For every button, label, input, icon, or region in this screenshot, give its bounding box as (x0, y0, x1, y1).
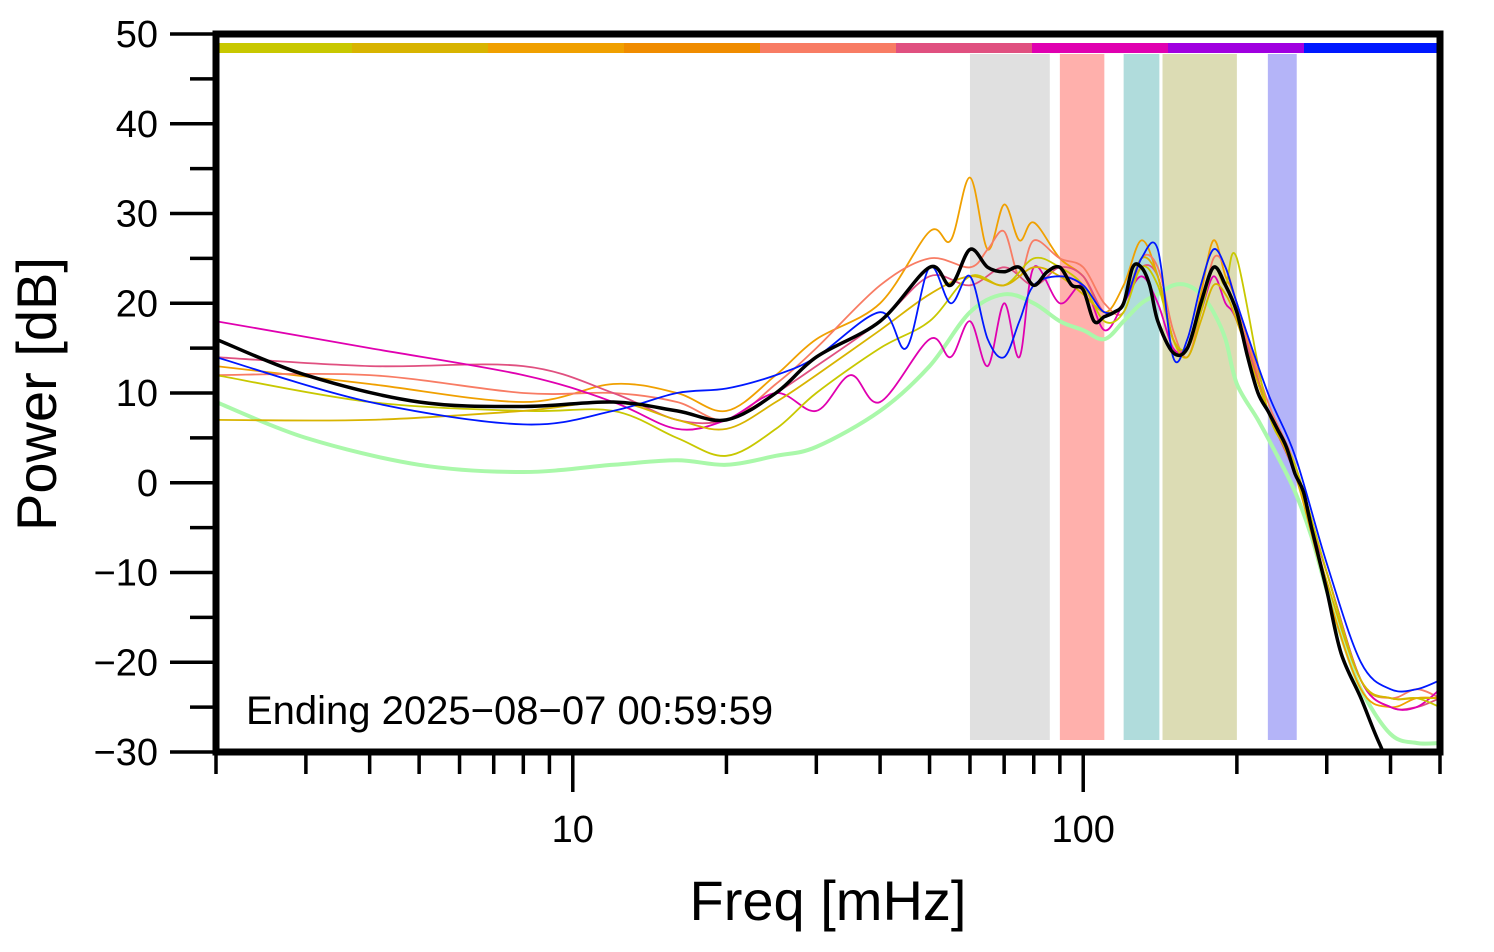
y-tick-label: 40 (116, 104, 158, 146)
color-bar-segment (1032, 43, 1169, 53)
series-line (216, 252, 1440, 708)
x-tick-label: 10 (552, 809, 594, 851)
y-tick-label: 20 (116, 283, 158, 325)
frequency-bands (969, 54, 1297, 740)
color-bar-segment (1168, 43, 1305, 53)
series-group (216, 176, 1440, 752)
y-axis-title: Power [dB] (5, 257, 68, 531)
x-tick-label: 100 (1052, 809, 1115, 851)
band-1 (969, 54, 1050, 740)
x-axis-title: Freq [mHz] (690, 869, 967, 932)
top-color-bar (216, 43, 1441, 53)
y-tick-label: −20 (94, 642, 158, 684)
color-bar-segment (896, 43, 1033, 53)
series-line (216, 247, 1386, 752)
y-tick-label: 0 (137, 463, 158, 505)
series-line (216, 256, 1440, 701)
y-axis: 50 40 30 20 10 0 −10 −20 −30 (94, 14, 216, 774)
y-tick-label: −30 (94, 732, 158, 774)
y-tick-label: −10 (94, 553, 158, 595)
band-5 (1267, 54, 1297, 740)
y-tick-label: 30 (116, 194, 158, 236)
color-bar-segment (352, 43, 489, 53)
series-line (216, 229, 1440, 700)
band-2 (1059, 54, 1105, 740)
color-bar-segment (760, 43, 897, 53)
x-axis: 10 100 (214, 752, 1442, 851)
y-tick-label: 10 (116, 373, 158, 415)
ending-timestamp: Ending 2025−08−07 00:59:59 (246, 689, 773, 733)
y-tick-label: 50 (116, 14, 158, 56)
color-bar-segment (216, 43, 353, 53)
band-3 (1123, 54, 1160, 740)
color-bar-segment (1304, 43, 1441, 53)
band-4 (1162, 54, 1237, 740)
color-bar-segment (624, 43, 761, 53)
color-bar-segment (488, 43, 625, 53)
series-line (216, 241, 1440, 693)
